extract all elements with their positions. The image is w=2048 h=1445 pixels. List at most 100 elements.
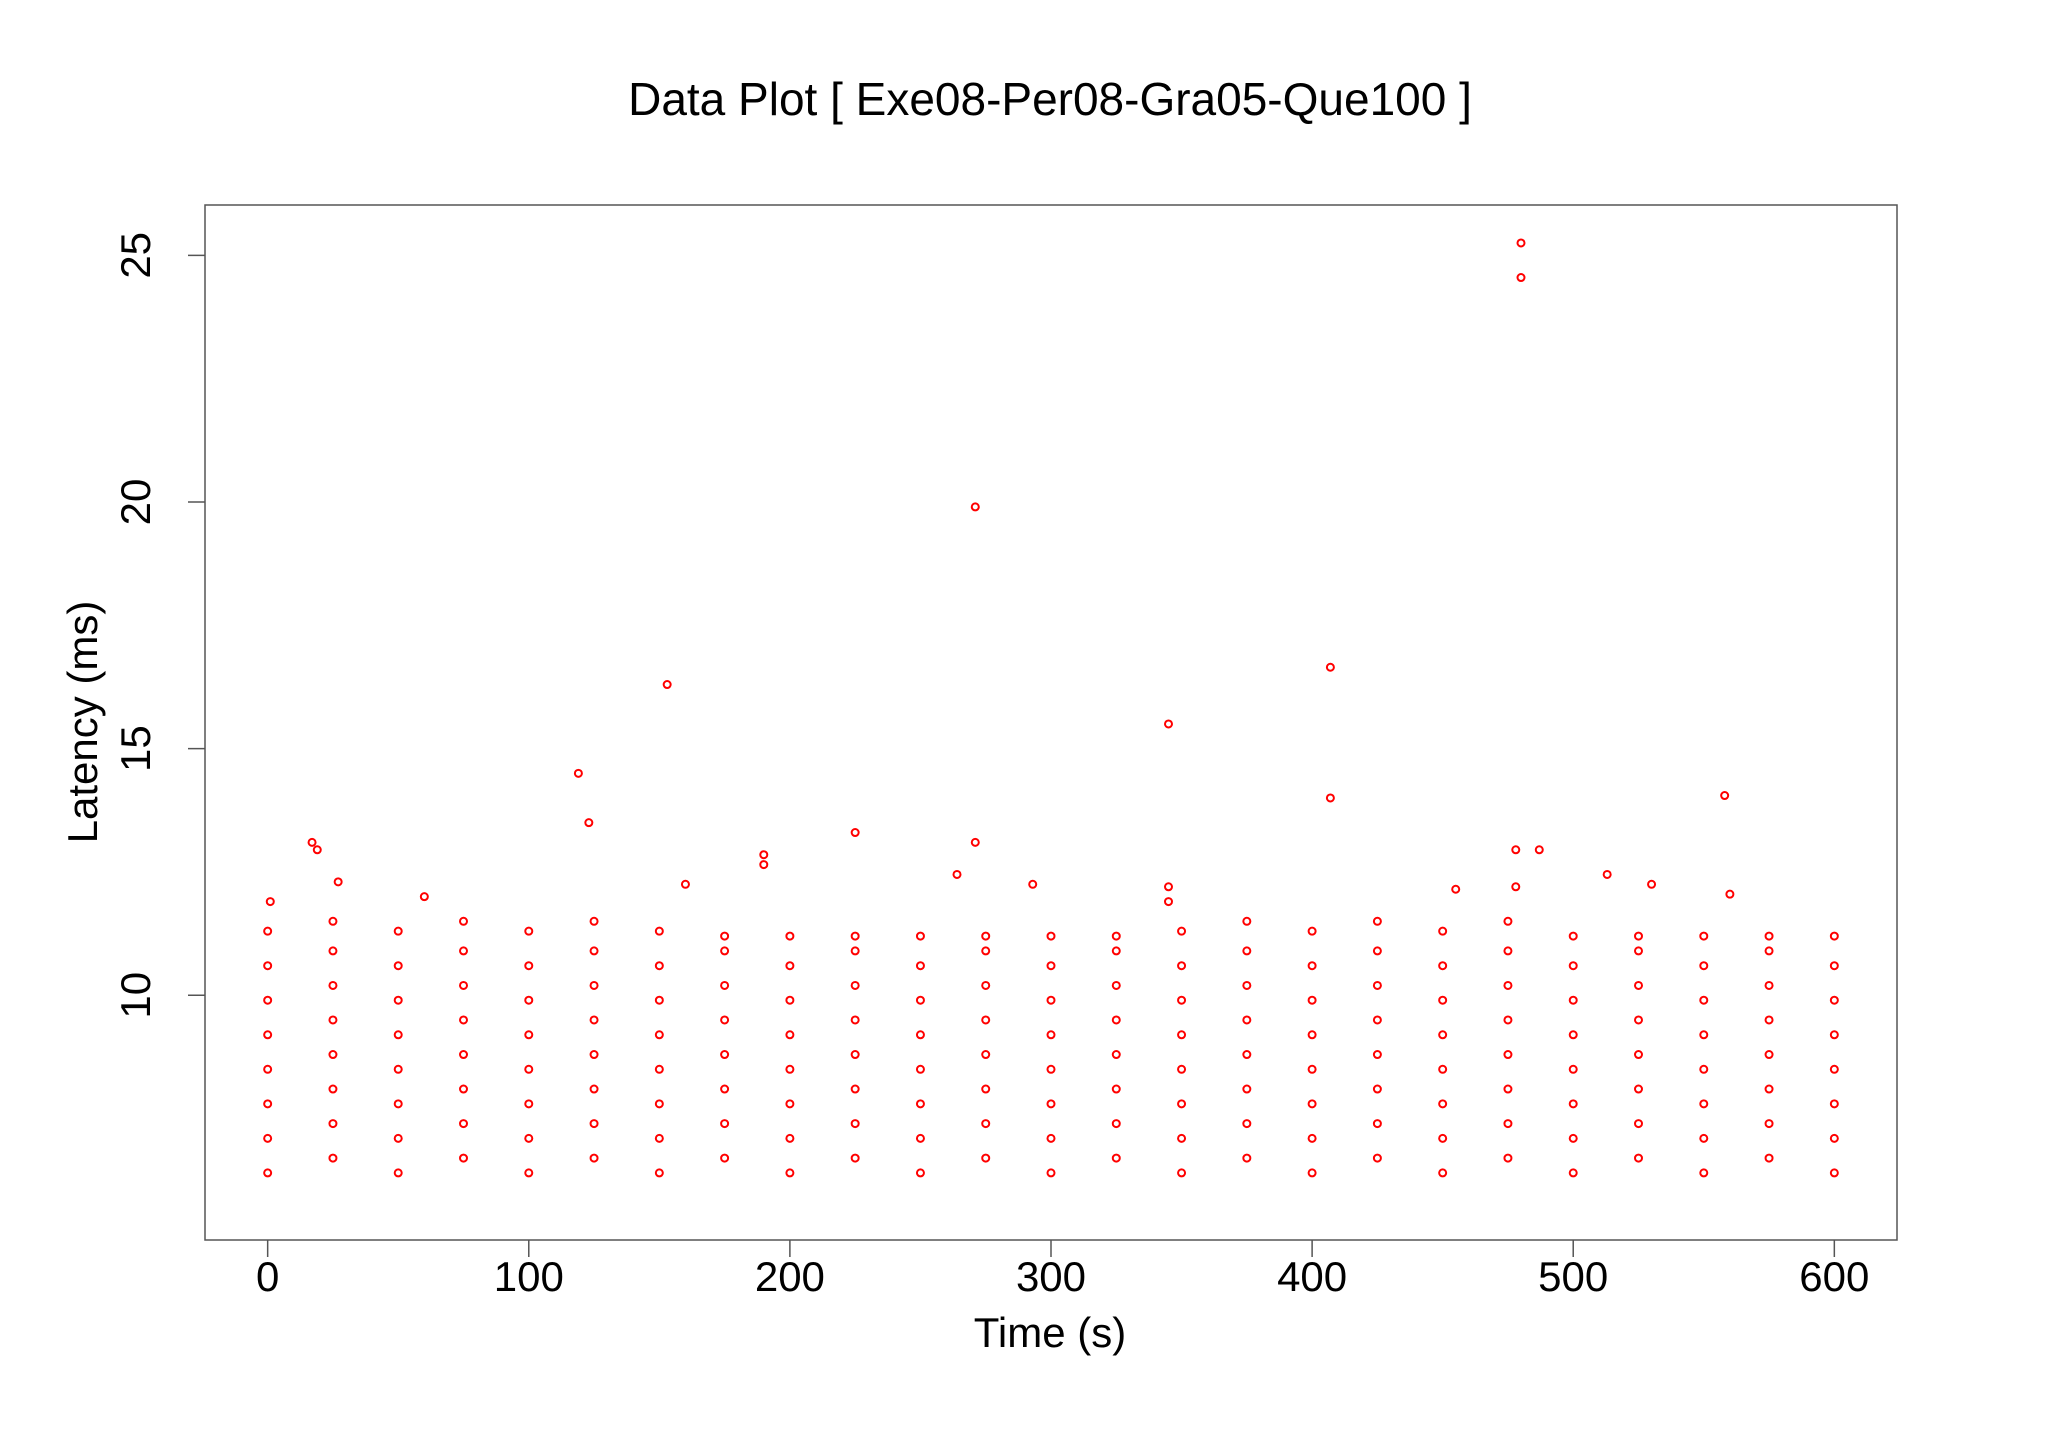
- point: [1829, 1168, 1839, 1178]
- point: [307, 837, 317, 847]
- point: [1372, 980, 1382, 990]
- point: [720, 1050, 730, 1060]
- point: [265, 897, 275, 907]
- point: [1177, 1064, 1187, 1074]
- point: [459, 1119, 468, 1129]
- point: [1699, 931, 1709, 941]
- point: [1111, 931, 1121, 941]
- point: [654, 995, 664, 1005]
- point: [720, 1015, 730, 1025]
- point: [1111, 1153, 1121, 1163]
- point: [1111, 946, 1121, 956]
- point: [1725, 889, 1735, 899]
- point: [1325, 793, 1335, 803]
- point: [1177, 961, 1187, 971]
- point: [720, 946, 730, 956]
- point: [952, 869, 962, 879]
- point: [785, 1064, 795, 1074]
- point: [263, 1133, 273, 1143]
- point: [459, 916, 468, 926]
- point: [1764, 1084, 1774, 1094]
- point: [850, 828, 860, 838]
- point: [1634, 1153, 1643, 1163]
- point: [981, 1015, 991, 1025]
- point: [1699, 961, 1709, 971]
- x-tick-label: 300: [1016, 1253, 1086, 1300]
- point: [1699, 1064, 1709, 1074]
- point: [1372, 1015, 1382, 1025]
- point: [759, 860, 769, 870]
- point: [785, 961, 795, 971]
- point: [1764, 946, 1774, 956]
- point: [1503, 1119, 1513, 1129]
- point: [1307, 961, 1317, 971]
- point: [1568, 961, 1578, 971]
- point: [1568, 931, 1578, 941]
- point: [1177, 1133, 1187, 1143]
- point: [459, 1084, 468, 1094]
- point: [1046, 1133, 1056, 1143]
- point: [263, 961, 273, 971]
- y-tick-label: 15: [112, 725, 159, 772]
- point: [524, 995, 534, 1005]
- point: [584, 818, 594, 828]
- point: [915, 961, 925, 971]
- point: [759, 850, 769, 860]
- point: [328, 1015, 338, 1025]
- point: [393, 926, 403, 936]
- point: [1568, 1099, 1578, 1109]
- point: [524, 1064, 534, 1074]
- point: [981, 931, 991, 941]
- point: [1046, 1064, 1056, 1074]
- point: [850, 1153, 860, 1163]
- point: [785, 1133, 795, 1143]
- y-axis-title: Latency (ms): [59, 601, 106, 844]
- point: [1634, 980, 1643, 990]
- point: [680, 879, 690, 889]
- point: [589, 1153, 599, 1163]
- point: [263, 1064, 273, 1074]
- point: [1534, 845, 1544, 855]
- point: [328, 916, 338, 926]
- point: [1634, 1015, 1643, 1025]
- point: [981, 1119, 991, 1129]
- point: [459, 1050, 468, 1060]
- point: [1046, 961, 1056, 971]
- point: [1516, 238, 1526, 248]
- point: [981, 1153, 991, 1163]
- point: [1634, 946, 1643, 956]
- point: [459, 1153, 468, 1163]
- point: [1568, 1133, 1578, 1143]
- point: [1438, 926, 1448, 936]
- point: [1568, 1030, 1578, 1040]
- point: [654, 1064, 664, 1074]
- point: [1242, 1050, 1252, 1060]
- point: [1634, 1084, 1643, 1094]
- point: [785, 1168, 795, 1178]
- y-tick-label: 25: [112, 232, 159, 279]
- x-axis-title: Time (s): [974, 1309, 1126, 1356]
- point: [1511, 845, 1521, 855]
- point: [1602, 869, 1612, 879]
- point: [720, 1119, 730, 1129]
- point: [1720, 791, 1730, 801]
- point: [524, 1168, 534, 1178]
- point: [1568, 1168, 1578, 1178]
- point: [1634, 1119, 1643, 1129]
- point: [1372, 916, 1382, 926]
- point: [1111, 1119, 1121, 1129]
- point: [1438, 1133, 1448, 1143]
- point: [1568, 995, 1578, 1005]
- point: [1242, 1084, 1252, 1094]
- point: [328, 980, 338, 990]
- point: [1177, 1030, 1187, 1040]
- point: [328, 1153, 338, 1163]
- point: [1164, 719, 1173, 729]
- point: [720, 980, 730, 990]
- x-tick-label: 600: [1799, 1253, 1869, 1300]
- point: [1242, 946, 1252, 956]
- point: [393, 1133, 403, 1143]
- point: [981, 1050, 991, 1060]
- point: [1829, 961, 1839, 971]
